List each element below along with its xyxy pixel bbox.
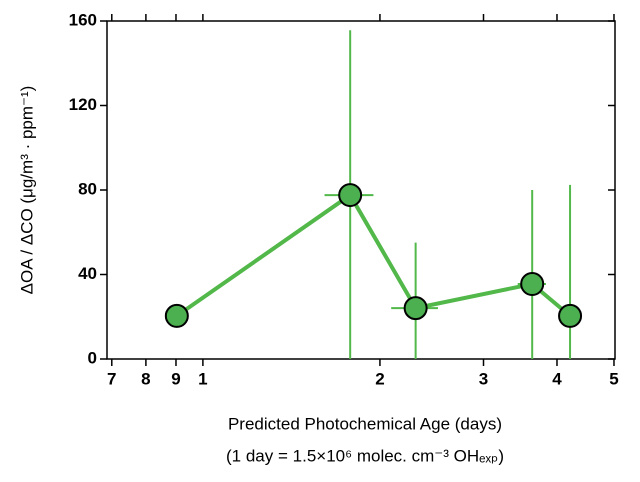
y-axis-label: ΔOA / ΔCO (μg/m³ · ppm⁻¹) [17,86,36,295]
x-axis-note: (1 day = 1.5×10⁶ molec. cm⁻³ OHₑₓₚ) [226,446,504,465]
x-tick-label: 7 [107,369,116,388]
data-point [164,303,189,328]
x-tick-label: 3 [479,369,488,388]
data-point [520,272,545,297]
data-point [403,296,428,321]
y-tick-label: 160 [69,10,97,29]
data-line [175,192,572,318]
y-tick-label: 120 [69,95,97,114]
x-tick-label: 8 [141,369,150,388]
y-tick-label: 40 [78,264,97,283]
data-point [558,303,583,328]
plot-area [164,30,583,359]
data-point [338,183,363,208]
y-tick-label: 0 [88,348,97,367]
x-tick-label: 5 [609,369,618,388]
y-tick-label: 80 [78,179,97,198]
x-tick-label: 9 [171,369,180,388]
x-tick-label: 2 [375,369,384,388]
x-tick-label: 4 [552,369,562,388]
x-tick-label: 1 [198,369,207,388]
x-axis-label: Predicted Photochemical Age (days) [228,414,502,433]
